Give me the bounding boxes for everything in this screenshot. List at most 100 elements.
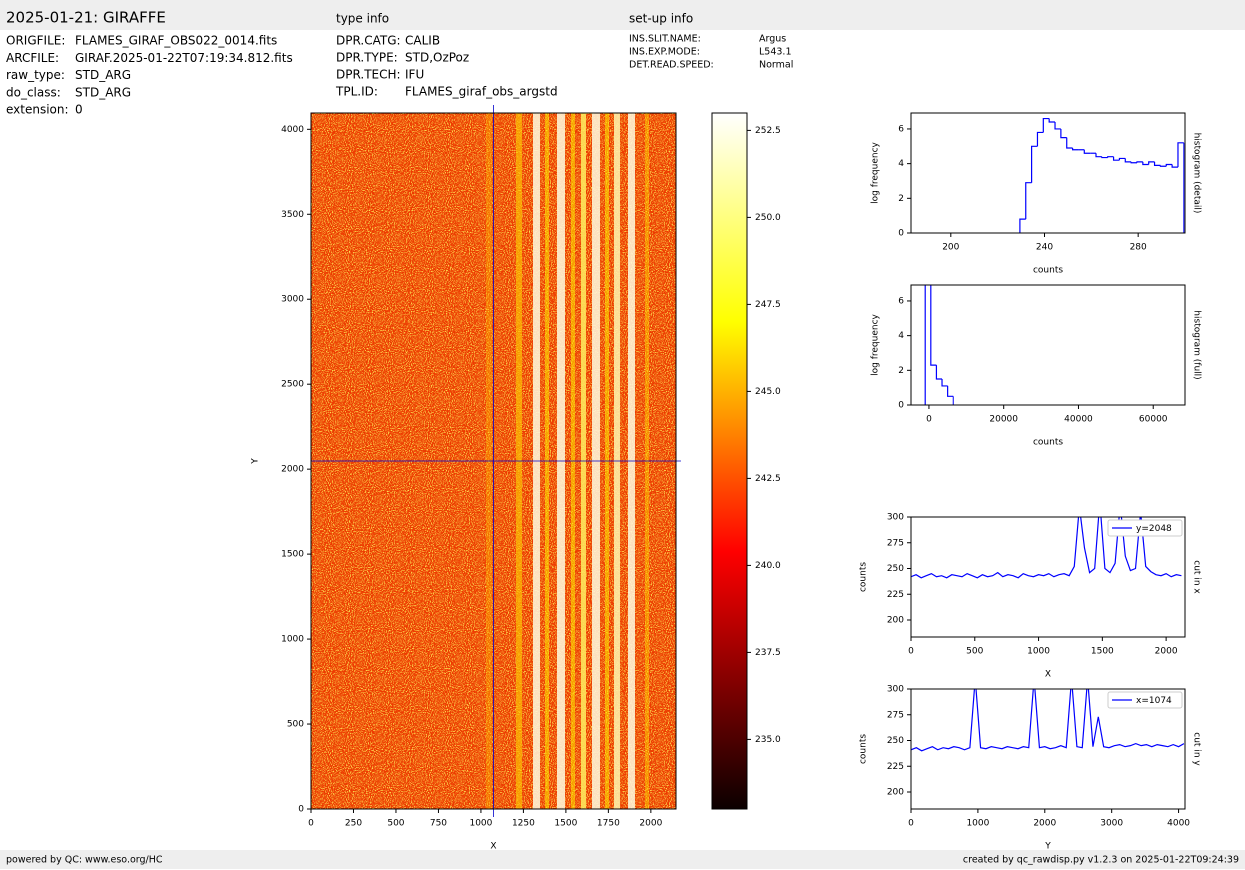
chart: 0 500 1000 1500 2000 2500 3000 3500 4000 0 250 500 7… bbox=[251, 105, 681, 852]
info-value: STD,OzPoz bbox=[405, 51, 469, 65]
histogram-bin bbox=[1112, 156, 1120, 161]
y-tick-label: 500 bbox=[287, 720, 304, 730]
y-tick-label: 200 bbox=[887, 788, 904, 798]
x-tick-label: 750 bbox=[430, 819, 447, 829]
info-key: ARCFILE: bbox=[6, 51, 59, 65]
side-label: cut in x bbox=[1192, 560, 1202, 594]
histogram-bin bbox=[1124, 158, 1132, 163]
histogram-bin bbox=[1153, 161, 1161, 166]
y-tick-label: 275 bbox=[887, 538, 904, 548]
y-tick-label: 300 bbox=[887, 685, 904, 695]
histogram-bin bbox=[1083, 149, 1091, 154]
info-value: CALIB bbox=[405, 34, 440, 48]
y-tick-label: 6 bbox=[898, 296, 904, 306]
chart: 0 2 4 6 200 240 280 counts log frequency histogra… bbox=[871, 112, 1202, 276]
histogram-bin bbox=[1025, 182, 1032, 220]
y-tick-label: 247.5 bbox=[755, 300, 781, 310]
x-tick-label: 1750 bbox=[597, 819, 620, 829]
y-tick-label: 225 bbox=[887, 590, 904, 600]
x-tick-label: 20000 bbox=[989, 415, 1018, 425]
y-tick-label: 250 bbox=[887, 736, 904, 746]
info-value: STD_ARG bbox=[75, 68, 131, 82]
y-tick-label: 225 bbox=[887, 762, 904, 772]
info-key: DPR.CATG: bbox=[336, 34, 401, 48]
legend-label: y=2048 bbox=[1136, 524, 1172, 534]
histogram-bin bbox=[947, 385, 954, 397]
axes-frame bbox=[910, 284, 1186, 406]
x-tick-label: 500 bbox=[387, 819, 404, 829]
y-tick-label: 3000 bbox=[281, 295, 304, 305]
info-value: FLAMES_giraf_obs_argstd bbox=[405, 85, 558, 99]
x-axis-label: X bbox=[1045, 670, 1051, 680]
side-label: histogram (full) bbox=[1192, 310, 1202, 379]
y-tick-label: 2 bbox=[898, 194, 904, 204]
histogram-bin bbox=[1171, 164, 1178, 168]
info-key: INS.EXP.MODE: bbox=[629, 47, 700, 58]
info-key: TPL.ID: bbox=[335, 85, 378, 99]
chart: 0 2 4 6 0 20000 40000 60000 counts log frequency h… bbox=[871, 284, 1202, 448]
x-tick-label: 1250 bbox=[512, 819, 535, 829]
y-tick-label: 242.5 bbox=[755, 474, 781, 484]
histogram-bin bbox=[1107, 156, 1114, 158]
info-key: DPR.TYPE: bbox=[336, 51, 398, 65]
x-tick-label: 4000 bbox=[1167, 819, 1190, 829]
y-tick-label: 245.0 bbox=[755, 387, 781, 397]
x-tick-label: 2000 bbox=[639, 819, 662, 829]
y-axis-label: counts bbox=[859, 562, 869, 592]
y-tick-label: 4 bbox=[898, 159, 904, 169]
y-axis-label: counts bbox=[859, 734, 869, 764]
y-tick-label: 0 bbox=[898, 401, 904, 411]
x-tick-label: 500 bbox=[966, 647, 983, 657]
histogram-bin bbox=[924, 285, 926, 405]
histogram-bin bbox=[1042, 117, 1050, 133]
x-tick-label: 250 bbox=[345, 819, 362, 829]
y-tick-label: 6 bbox=[898, 124, 904, 134]
y-tick-label: 4000 bbox=[281, 125, 304, 135]
histogram-bin bbox=[1095, 153, 1102, 158]
axes-frame bbox=[310, 112, 677, 810]
info-value: FLAMES_GIRAF_OBS022_0014.fits bbox=[75, 34, 277, 48]
y-tick-label: 2000 bbox=[281, 465, 304, 475]
y-tick-label: 250 bbox=[887, 564, 904, 574]
legend-label: x=1074 bbox=[1136, 696, 1172, 706]
histogram-bin bbox=[1071, 148, 1079, 151]
x-axis-label: X bbox=[490, 842, 496, 852]
histogram-bin bbox=[1048, 118, 1056, 123]
histogram-bin bbox=[1036, 131, 1044, 147]
info-key: extension: bbox=[6, 103, 69, 117]
y-axis-label: log frequency bbox=[871, 141, 881, 203]
histogram-bin bbox=[1101, 156, 1108, 159]
histogram-bin bbox=[1060, 128, 1067, 139]
x-tick-label: 1000 bbox=[469, 819, 492, 829]
x-tick-label: 2000 bbox=[1033, 819, 1056, 829]
info-value: IFU bbox=[405, 68, 424, 82]
x-tick-label: 40000 bbox=[1064, 415, 1093, 425]
y-axis-label: Y bbox=[251, 458, 261, 465]
chart: 235.0 237.5 240.0 242.5 245.0 247.5 250.0 252.5 bbox=[711, 112, 781, 810]
y-tick-label: 240.0 bbox=[755, 561, 781, 571]
x-axis-label: counts bbox=[1033, 266, 1063, 276]
y-axis-label: log frequency bbox=[871, 313, 881, 375]
axes-frame bbox=[910, 516, 1186, 638]
x-tick-label: 2000 bbox=[1155, 647, 1178, 657]
side-label: histogram (detail) bbox=[1192, 133, 1202, 214]
histogram-bin bbox=[941, 378, 948, 387]
x-tick-label: 3000 bbox=[1100, 819, 1123, 829]
section-title: type info bbox=[336, 12, 389, 26]
info-value: Normal bbox=[759, 60, 793, 71]
y-tick-label: 235.0 bbox=[755, 735, 781, 745]
x-axis-label: counts bbox=[1033, 438, 1063, 448]
x-tick-label: 60000 bbox=[1139, 415, 1168, 425]
histogram-bin bbox=[1130, 161, 1137, 164]
side-label: cut in y bbox=[1192, 732, 1202, 766]
footer-bar bbox=[0, 850, 1245, 869]
data-line bbox=[911, 517, 1182, 579]
histogram-bin bbox=[1066, 137, 1073, 149]
header-bar bbox=[0, 0, 1245, 30]
y-tick-label: 275 bbox=[887, 710, 904, 720]
y-tick-label: 0 bbox=[298, 805, 304, 815]
info-value: STD_ARG bbox=[75, 85, 131, 99]
y-tick-label: 250.0 bbox=[755, 213, 781, 223]
y-tick-label: 2 bbox=[898, 366, 904, 376]
